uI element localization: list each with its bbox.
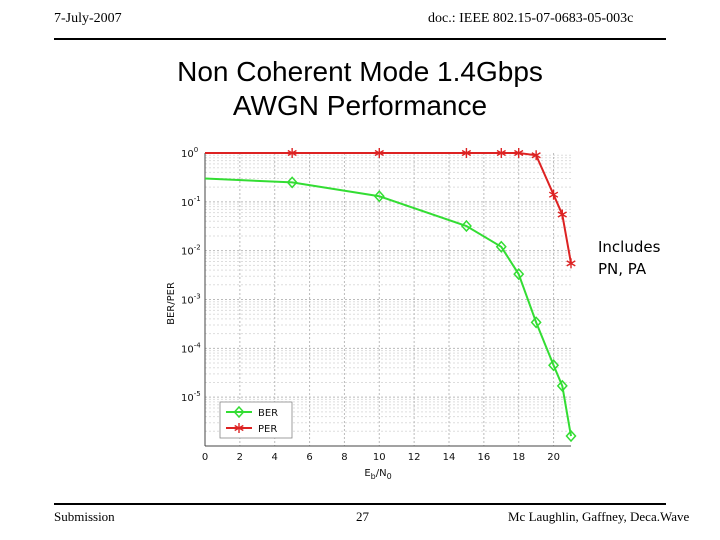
data-point-per	[531, 150, 541, 161]
chart-axes: 0 2 4 6 8 10 12 14 16 18 20 100 10-1 10-2 10-3 10-4 10-5…	[166, 146, 571, 481]
y-tick-label: 10-2	[181, 244, 201, 258]
data-point-per	[557, 209, 567, 220]
data-point-per	[496, 148, 506, 158]
legend-box	[219, 401, 293, 439]
annotation-line1: Includes	[598, 238, 661, 256]
series-line-per	[205, 152, 572, 264]
data-point-ber	[495, 240, 507, 253]
x-tick-label: 18	[512, 452, 525, 463]
chart-grid	[204, 153, 571, 447]
data-point-per	[374, 148, 384, 158]
x-tick-label: 6	[306, 452, 312, 463]
data-point-ber	[548, 359, 560, 372]
x-tick-label: 16	[477, 452, 490, 463]
slide-title-line2: AWGN Performance	[232, 90, 488, 121]
data-point-ber	[373, 190, 385, 203]
legend-label-per: PER	[258, 424, 277, 435]
x-tick-label: 12	[408, 452, 421, 463]
data-point-ber	[530, 316, 542, 329]
header-doc-id: doc.: IEEE 802.15-07-0683-05-003c	[428, 11, 634, 26]
footer-authors: Mc Laughlin, Gaffney, Deca.Wave	[508, 509, 690, 524]
data-point-per	[566, 258, 576, 269]
x-tick-label: 14	[443, 452, 456, 463]
annotation-note: Includes PN, PA	[598, 236, 660, 280]
chart-legend: BER PER	[219, 401, 293, 439]
footer-rule	[54, 503, 666, 505]
x-tick-label: 4	[272, 452, 278, 463]
data-point-ber	[565, 429, 577, 443]
data-point-ber	[233, 405, 245, 419]
footer-page-number: 27	[356, 509, 369, 524]
x-axis-label: Eb/N0	[364, 468, 391, 481]
y-axis-label: BER/PER	[166, 282, 177, 325]
x-tick-label: 10	[373, 452, 386, 463]
footer-submission: Submission	[54, 509, 115, 524]
y-tick-label: 10-3	[181, 293, 201, 307]
y-tick-label: 10-5	[181, 390, 201, 404]
data-point-per	[514, 148, 524, 158]
x-tick-label: 20	[547, 452, 560, 463]
data-point-per	[548, 189, 559, 200]
data-point-per	[461, 148, 472, 158]
data-point-ber	[556, 379, 568, 393]
y-tick-label: 10-4	[181, 341, 201, 355]
data-point-ber	[513, 268, 525, 281]
chart-series	[204, 148, 577, 443]
y-tick-label: 100	[181, 146, 198, 160]
x-tick-label: 8	[341, 452, 347, 463]
data-point-ber	[286, 176, 298, 189]
slide-title-line1: Non Coherent Mode 1.4Gbps	[177, 56, 543, 87]
legend-label-ber: BER	[258, 408, 278, 419]
header-date: 7-July-2007	[54, 11, 122, 26]
x-tick-label: 2	[237, 452, 243, 463]
annotation-line2: PN, PA	[598, 260, 647, 278]
header-rule	[54, 38, 666, 40]
x-tick-label: 0	[202, 452, 208, 463]
y-tick-label: 10-1	[181, 195, 201, 209]
series-line-ber	[204, 177, 572, 437]
data-point-per	[234, 423, 244, 433]
data-point-ber	[460, 219, 472, 233]
data-point-per	[287, 148, 297, 158]
